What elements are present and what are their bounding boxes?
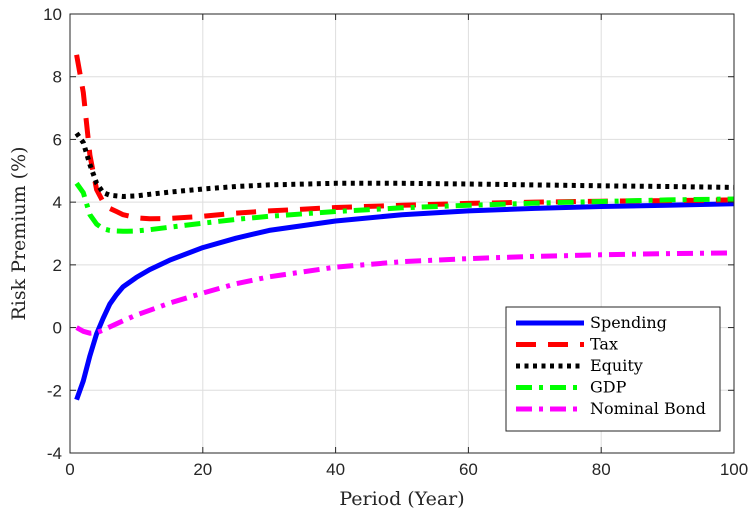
legend-label: Equity (590, 356, 643, 375)
series-layer (74, 54, 734, 401)
legend-label: Nominal Bond (590, 399, 706, 418)
x-tick-label: 20 (193, 460, 212, 479)
plot-frame (69, 13, 735, 454)
y-tick-label: 0 (53, 319, 62, 338)
x-axis-label: Period (Year) (339, 488, 464, 510)
y-tick-label: 4 (53, 193, 62, 212)
x-tick-label: 80 (592, 460, 611, 479)
series-line-tax (74, 54, 734, 222)
legend-label: Spending (590, 313, 667, 332)
x-tick-label: 0 (65, 460, 74, 479)
legend: Spending Tax Equity GDP Nominal Bond (505, 306, 721, 432)
legend-label: Tax (590, 335, 618, 354)
x-tick-label: 40 (326, 460, 345, 479)
y-tick-label: 6 (53, 130, 62, 149)
series-line-equity (74, 131, 734, 199)
y-tick-label: -4 (47, 444, 62, 463)
y-tick-label: 2 (53, 256, 62, 275)
y-tick-label: 10 (43, 5, 62, 24)
series-line-nominal-bond (75, 250, 734, 336)
axis-ticks: 0 20 40 60 80 100 -4 -2 0 2 4 6 8 10 (43, 5, 748, 479)
series-line-gdp (74, 181, 734, 234)
y-tick-label: -2 (47, 381, 62, 400)
x-tick-label: 60 (459, 460, 478, 479)
x-tick-label: 100 (720, 460, 748, 479)
y-tick-label: 8 (53, 68, 62, 87)
legend-label: GDP (590, 378, 627, 397)
y-axis-label: Risk Premium (%) (8, 146, 30, 320)
series-line-spending (74, 201, 734, 401)
